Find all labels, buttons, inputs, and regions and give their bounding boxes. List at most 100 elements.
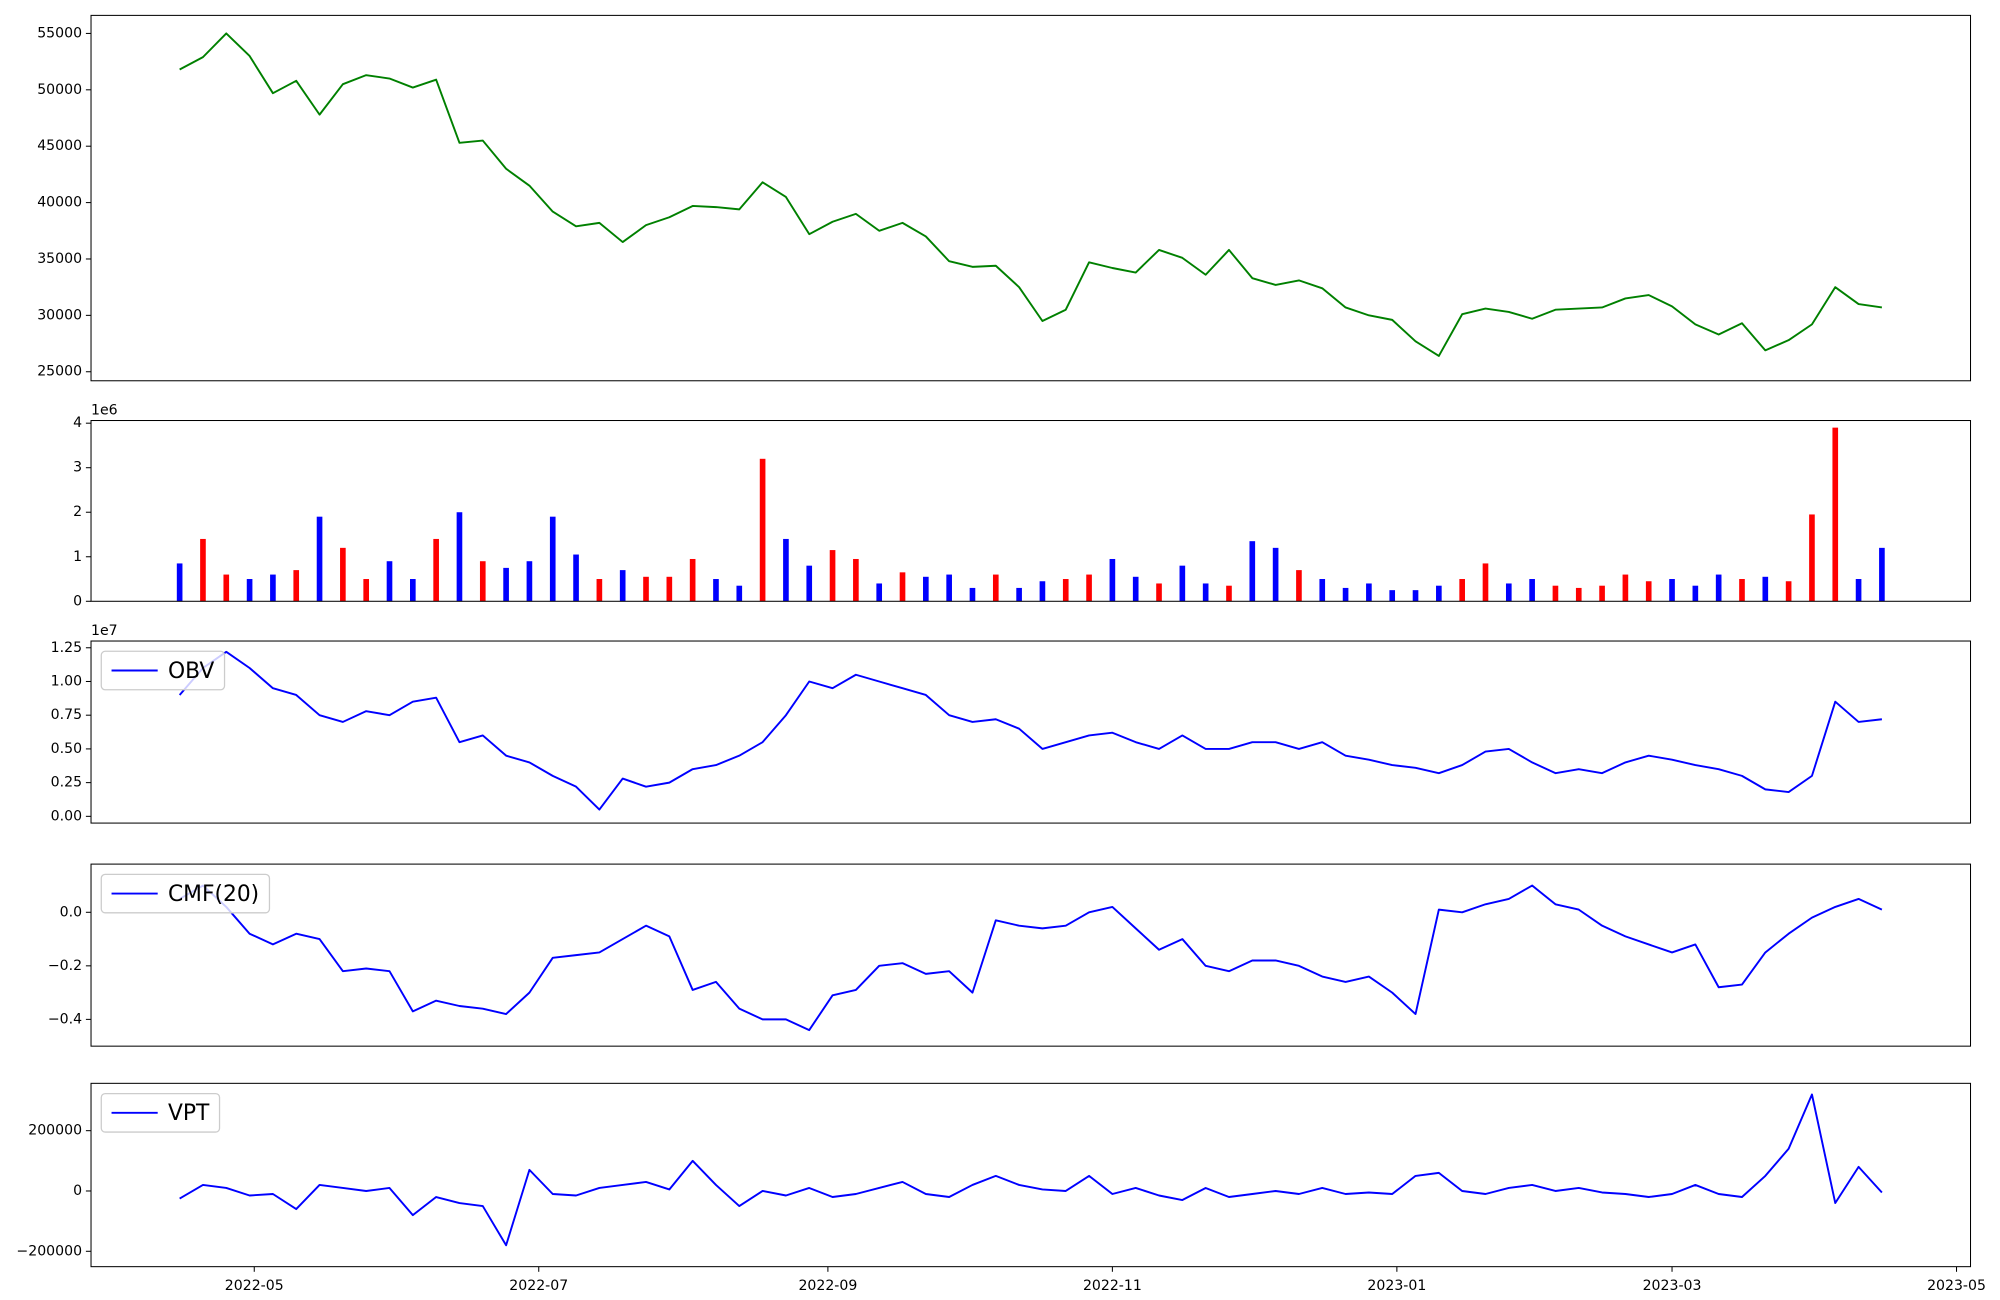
- volume-bar: [293, 570, 300, 602]
- volume-bar: [1016, 587, 1022, 602]
- volume-bar: [316, 516, 323, 602]
- volume-bar: [1739, 579, 1745, 602]
- x-tick-label: 2022-05: [225, 1278, 284, 1294]
- volume-bar: [899, 572, 906, 602]
- volume-bar: [200, 538, 206, 602]
- y-tick-label: 55000: [37, 25, 82, 41]
- volume-bar: [1436, 585, 1442, 602]
- y-tick-label: 0.0: [60, 904, 82, 920]
- volume-bar: [829, 550, 836, 602]
- volume-bar: [223, 574, 230, 602]
- y-tick-label: −200000: [16, 1243, 82, 1259]
- volume-bar: [246, 579, 253, 602]
- volume-bar: [1179, 565, 1186, 602]
- volume-bar: [340, 547, 346, 602]
- volume-bar: [1832, 427, 1839, 602]
- axis-offset-label: 1e6: [91, 402, 118, 418]
- legend-label: CMF(20): [168, 882, 259, 907]
- volume-bar: [783, 538, 789, 602]
- volume-bar: [503, 567, 509, 602]
- volume-bar: [666, 576, 673, 602]
- volume-bar: [1809, 514, 1815, 602]
- y-tick-label: 0: [73, 593, 82, 609]
- legend-label: VPT: [168, 1101, 210, 1126]
- volume-bar: [643, 576, 649, 602]
- volume-bar: [1412, 590, 1419, 602]
- volume-bar: [1132, 576, 1139, 602]
- volume-bar: [1505, 583, 1512, 602]
- volume-bar: [1062, 579, 1069, 602]
- volume-bar: [1669, 579, 1675, 602]
- volume-bar: [1599, 585, 1605, 602]
- x-tick-label: 2022-07: [509, 1278, 568, 1294]
- volume-bar: [1342, 587, 1349, 602]
- volume-bar: [1692, 585, 1699, 602]
- volume-bar: [573, 554, 579, 602]
- y-tick-label: 45000: [37, 138, 82, 154]
- volume-bar: [806, 565, 813, 602]
- plot-frame: [90, 14, 1972, 382]
- volume-bar: [736, 585, 743, 602]
- y-tick-label: 0: [73, 1183, 82, 1199]
- y-tick-label: −0.4: [48, 1011, 82, 1027]
- y-tick-label: 1.00: [51, 673, 82, 689]
- y-tick-label: 1: [73, 549, 82, 565]
- legend-box: [100, 1092, 221, 1133]
- series-line: [179, 1093, 1883, 1247]
- y-tick-label: 1.25: [51, 640, 82, 656]
- volume-bar: [1529, 579, 1535, 602]
- y-tick-label: 40000: [37, 195, 82, 211]
- y-tick-label: 35000: [37, 251, 82, 267]
- volume-bar: [1879, 547, 1885, 602]
- series-line: [178, 650, 1883, 811]
- y-tick-label: 30000: [37, 307, 82, 323]
- volume-bar: [410, 579, 416, 602]
- y-tick-label: 2: [73, 504, 82, 520]
- y-tick-label: 0.00: [51, 808, 82, 824]
- volume-bar: [549, 516, 556, 602]
- volume-bar: [969, 587, 976, 602]
- series-line: [179, 884, 1883, 1032]
- plot-frame: [90, 420, 1972, 602]
- plot-frame: [90, 863, 1972, 1047]
- plot-frame: [90, 640, 1972, 824]
- y-tick-label: 3: [73, 460, 82, 476]
- legend-box: [100, 873, 271, 914]
- volume-bar: [479, 561, 486, 602]
- volume-bar: [386, 561, 393, 602]
- volume-bar: [876, 583, 883, 602]
- volume-bar: [1039, 581, 1046, 602]
- volume-bar: [1272, 547, 1279, 602]
- volume-bar: [1086, 574, 1092, 602]
- volume-bar: [1482, 563, 1489, 602]
- x-tick-label: 2023-03: [1643, 1278, 1702, 1294]
- y-tick-label: 200000: [28, 1123, 82, 1139]
- axis-offset-label: 1e7: [91, 623, 118, 639]
- volume-bar: [1202, 583, 1209, 602]
- series-line: [179, 32, 1883, 357]
- volume-bar: [992, 574, 999, 602]
- volume-bar: [270, 574, 276, 602]
- x-tick-label: 2022-09: [798, 1278, 857, 1294]
- volume-bar: [526, 561, 533, 602]
- volume-bar: [176, 563, 183, 602]
- volume-bar: [1552, 585, 1559, 602]
- volume-bar: [363, 579, 370, 602]
- volume-bar: [1459, 579, 1465, 602]
- x-tick-label: 2022-11: [1083, 1278, 1142, 1294]
- volume-bar: [1156, 583, 1162, 602]
- volume-bar: [946, 574, 952, 602]
- y-tick-label: 0.75: [51, 707, 82, 723]
- volume-bar: [923, 576, 929, 602]
- volume-bar: [1109, 558, 1116, 602]
- volume-bar: [1622, 574, 1629, 602]
- y-tick-label: 0.25: [51, 775, 82, 791]
- volume-bar: [1715, 574, 1722, 602]
- volume-bar: [1645, 581, 1652, 602]
- volume-bar: [689, 558, 696, 602]
- x-tick-label: 2023-05: [1927, 1278, 1986, 1294]
- y-tick-label: 4: [73, 415, 82, 431]
- volume-bar: [759, 458, 766, 602]
- volume-bar: [1785, 581, 1792, 602]
